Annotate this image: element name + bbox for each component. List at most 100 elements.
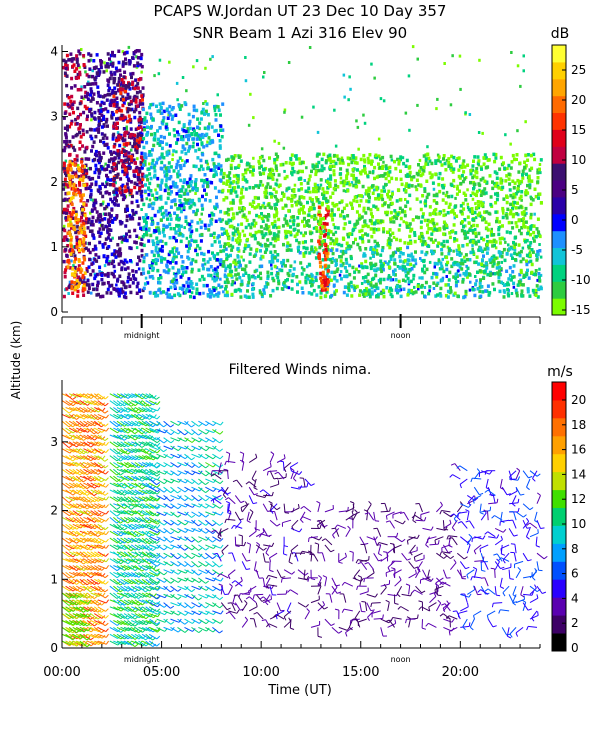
snr-region-cell <box>405 221 409 226</box>
snr-region-cell <box>116 83 120 87</box>
snr-region-cell <box>125 174 129 179</box>
snr-region-cell <box>118 186 122 191</box>
snr-region-cell <box>232 226 236 230</box>
snr-region-cell <box>280 287 284 291</box>
snr-region-cell <box>328 181 332 186</box>
snr-cell <box>494 246 498 250</box>
snr-region-cell <box>69 244 73 248</box>
snr-region-cell <box>449 163 453 167</box>
snr-region-cell <box>292 189 296 194</box>
snr-cell <box>262 201 266 205</box>
snr-region-cell <box>80 95 84 99</box>
snr-cell <box>82 97 85 101</box>
snr-region-cell <box>82 239 86 244</box>
snr-region-cell <box>197 167 201 172</box>
snr-region-cell <box>76 116 80 120</box>
snr-region-cell <box>456 294 460 298</box>
snr-region-cell <box>168 132 171 136</box>
snr-region-cell <box>289 230 293 235</box>
snr-region-cell <box>192 164 196 168</box>
snr-region-cell <box>173 133 177 138</box>
snr-cell <box>435 222 439 226</box>
snr-region-cell <box>83 85 87 89</box>
snr-region-cell <box>126 186 130 190</box>
snr-region-cell <box>440 252 444 256</box>
snr-region-cell <box>366 233 370 237</box>
snr-region-cell <box>82 54 86 58</box>
snr-region-cell <box>143 174 147 179</box>
snr-region-cell <box>167 252 171 257</box>
snr-region-cell <box>269 294 273 298</box>
snr-region-cell <box>97 189 101 194</box>
snr-region-cell <box>70 94 74 99</box>
snr-region-cell <box>152 165 156 170</box>
snr-region-cell <box>68 58 72 62</box>
snr-cell <box>236 232 240 236</box>
snr-region-cell <box>307 291 311 295</box>
snr-cell <box>451 54 454 58</box>
snr-region-cell <box>394 288 398 292</box>
snr-region-cell <box>249 247 253 251</box>
snr-region-cell <box>419 225 423 230</box>
snr-region-cell <box>79 194 82 198</box>
snr-region-cell <box>62 183 66 187</box>
snr-cell <box>303 179 306 182</box>
snr-region-cell <box>381 197 385 202</box>
snr-region-cell <box>158 126 162 130</box>
snr-region-cell <box>487 293 491 297</box>
snr-region-cell <box>273 219 277 224</box>
snr-region-cell <box>465 257 469 262</box>
snr-region-cell <box>100 218 104 222</box>
snr-region-cell <box>160 160 164 165</box>
snr-colorbar-label: dB <box>551 26 570 42</box>
snr-region-cell <box>345 174 349 178</box>
snr-region-cell <box>97 171 101 175</box>
snr-region-cell <box>481 218 484 222</box>
snr-region-cell <box>75 221 79 225</box>
snr-region-cell <box>481 290 485 294</box>
snr-region-cell <box>331 239 335 243</box>
snr-region-cell <box>129 120 133 124</box>
snr-region-cell <box>484 191 488 195</box>
snr-region-cell <box>117 292 121 296</box>
snr-cell <box>162 211 166 215</box>
snr-region-cell <box>491 282 495 286</box>
snr-region-cell <box>106 274 110 278</box>
snr-region-cell <box>75 54 79 58</box>
snr-region-cell <box>197 268 201 272</box>
snr-region-cell <box>448 235 452 240</box>
snr-cell <box>344 189 348 193</box>
snr-region-cell <box>68 217 72 222</box>
snr-region-cell <box>122 101 126 105</box>
snr-region-cell <box>312 186 316 191</box>
snr-region-cell <box>253 224 256 228</box>
snr-region-cell <box>219 128 223 132</box>
snr-region-cell <box>110 208 114 212</box>
snr-region-cell <box>163 135 166 140</box>
snr-region-cell <box>94 163 98 168</box>
snr-cell <box>211 55 214 59</box>
snr-cell <box>382 160 385 164</box>
snr-region-cell <box>369 283 373 287</box>
snr-region-cell <box>404 189 408 193</box>
snr-region-cell <box>240 208 244 213</box>
snr-region-cell <box>266 282 270 286</box>
snr-region-cell <box>495 216 499 221</box>
snr-region-cell <box>366 206 370 211</box>
snr-region-cell <box>138 90 142 94</box>
snr-region-cell <box>84 94 87 99</box>
snr-region-cell <box>110 100 114 105</box>
snr-cell <box>318 152 321 156</box>
snr-region-cell <box>140 248 144 253</box>
snr-region-cell <box>175 141 179 145</box>
snr-region-cell <box>273 161 277 165</box>
snr-region-cell <box>85 171 89 175</box>
snr-region-cell <box>142 145 146 150</box>
snr-region-cell <box>272 232 276 236</box>
snr-region-cell <box>239 295 243 299</box>
snr-region-cell <box>501 185 505 190</box>
snr-region-cell <box>91 269 95 273</box>
snr-region-cell <box>379 277 383 282</box>
snr-region-cell <box>434 172 438 176</box>
snr-region-cell <box>260 230 264 234</box>
